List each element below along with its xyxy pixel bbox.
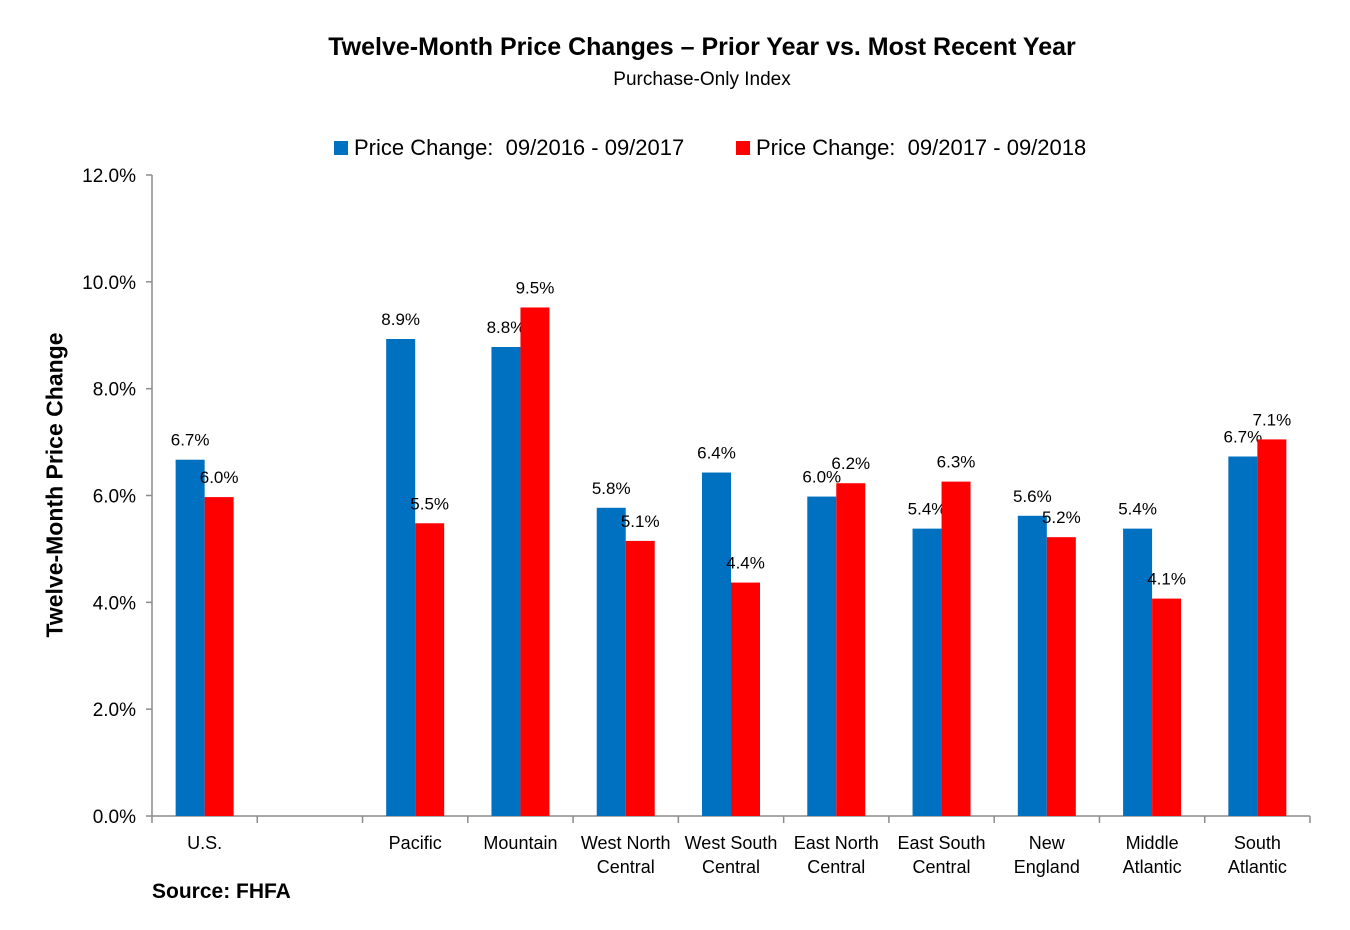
data-label-series-1: 8.8% [487, 318, 526, 337]
chart-subtitle: Purchase-Only Index [613, 69, 791, 90]
data-label-series-2: 5.2% [1042, 508, 1081, 527]
bar-series-1 [912, 528, 942, 816]
x-tick-label: New [1029, 833, 1066, 853]
x-tick-label: South [1234, 833, 1281, 853]
x-tick-label: Central [702, 857, 760, 877]
chart-legend: Price Change: 09/2016 - 09/2017 Price Ch… [0, 135, 1350, 163]
bar-series-2 [836, 483, 866, 816]
y-tick-label: 6.0% [93, 487, 136, 508]
data-label-series-1: 5.6% [1013, 487, 1052, 506]
data-label-series-2: 4.4% [726, 554, 765, 573]
x-tick-label: Atlantic [1123, 857, 1182, 877]
y-tick-label: 12.0% [82, 166, 136, 187]
bar-series-1 [1017, 515, 1047, 816]
bar-series-1 [491, 347, 521, 816]
bar-series-1 [386, 338, 416, 816]
bar-series-2 [731, 582, 760, 816]
y-tick-label: 8.0% [93, 380, 136, 401]
data-label-series-2: 9.5% [516, 278, 555, 297]
x-tick-label: West North [581, 833, 671, 853]
x-tick-label: Mountain [483, 833, 557, 853]
bar-series-1 [1228, 456, 1258, 816]
source-note: Source: FHFA [152, 880, 291, 903]
y-tick-label: 4.0% [93, 593, 136, 614]
data-label-series-1: 6.7% [171, 431, 210, 450]
legend-item-series-2: Price Change: 09/2017 - 09/2018 [736, 135, 1086, 161]
x-tick-label: Central [807, 857, 865, 877]
bar-series-2 [941, 481, 971, 816]
data-label-series-1: 6.0% [802, 468, 841, 487]
data-label-series-2: 4.1% [1147, 570, 1186, 589]
legend-swatch-series-2 [736, 141, 750, 155]
bar-series-1 [596, 507, 626, 816]
bar-series-1 [1123, 528, 1153, 816]
y-tick-label: 2.0% [93, 700, 136, 721]
bar-series-1 [807, 496, 837, 816]
x-tick-label: East North [794, 833, 879, 853]
x-tick-label: Central [913, 857, 971, 877]
bar-series-2 [520, 307, 550, 816]
chart-title: Twelve-Month Price Changes – Prior Year … [328, 33, 1076, 61]
bar-series-1 [175, 459, 205, 816]
data-label-series-2: 6.3% [937, 453, 976, 472]
x-tick-label: Middle [1126, 833, 1179, 853]
bar-series-2 [1046, 537, 1076, 816]
bar-series-1 [702, 472, 731, 816]
data-label-series-1: 6.4% [697, 444, 736, 463]
data-label-series-1: 5.8% [592, 479, 631, 498]
data-label-series-1: 8.9% [381, 310, 420, 329]
x-tick-label: East South [898, 833, 986, 853]
y-tick-label: 0.0% [93, 807, 136, 828]
legend-label-series-1: Price Change: 09/2016 - 09/2017 [354, 135, 685, 160]
x-tick-label: West South [685, 833, 778, 853]
data-label-series-2: 6.0% [200, 468, 239, 487]
x-tick-label: Atlantic [1228, 857, 1287, 877]
x-tick-label: England [1014, 857, 1080, 877]
bar-series-2 [204, 497, 234, 816]
bar-series-2 [1257, 439, 1287, 816]
x-tick-label: Central [597, 857, 655, 877]
data-label-series-1: 5.4% [908, 500, 947, 519]
data-label-series-1: 5.4% [1118, 500, 1157, 519]
data-label-series-2: 5.1% [621, 512, 660, 531]
data-label-series-2: 7.1% [1252, 410, 1291, 429]
legend-item-series-1: Price Change: 09/2016 - 09/2017 [334, 135, 684, 161]
bar-series-2 [1152, 598, 1182, 816]
legend-swatch-series-1 [334, 141, 348, 155]
data-label-series-2: 6.2% [831, 454, 870, 473]
bar-series-2 [625, 540, 655, 816]
x-tick-label: U.S. [187, 833, 222, 853]
y-tick-label: 10.0% [82, 273, 136, 294]
legend-label-series-2: Price Change: 09/2017 - 09/2018 [756, 135, 1087, 160]
bar-series-2 [415, 523, 445, 816]
x-tick-label: Pacific [389, 833, 442, 853]
data-label-series-2: 5.5% [410, 494, 449, 513]
data-label-series-1: 6.7% [1223, 428, 1262, 447]
